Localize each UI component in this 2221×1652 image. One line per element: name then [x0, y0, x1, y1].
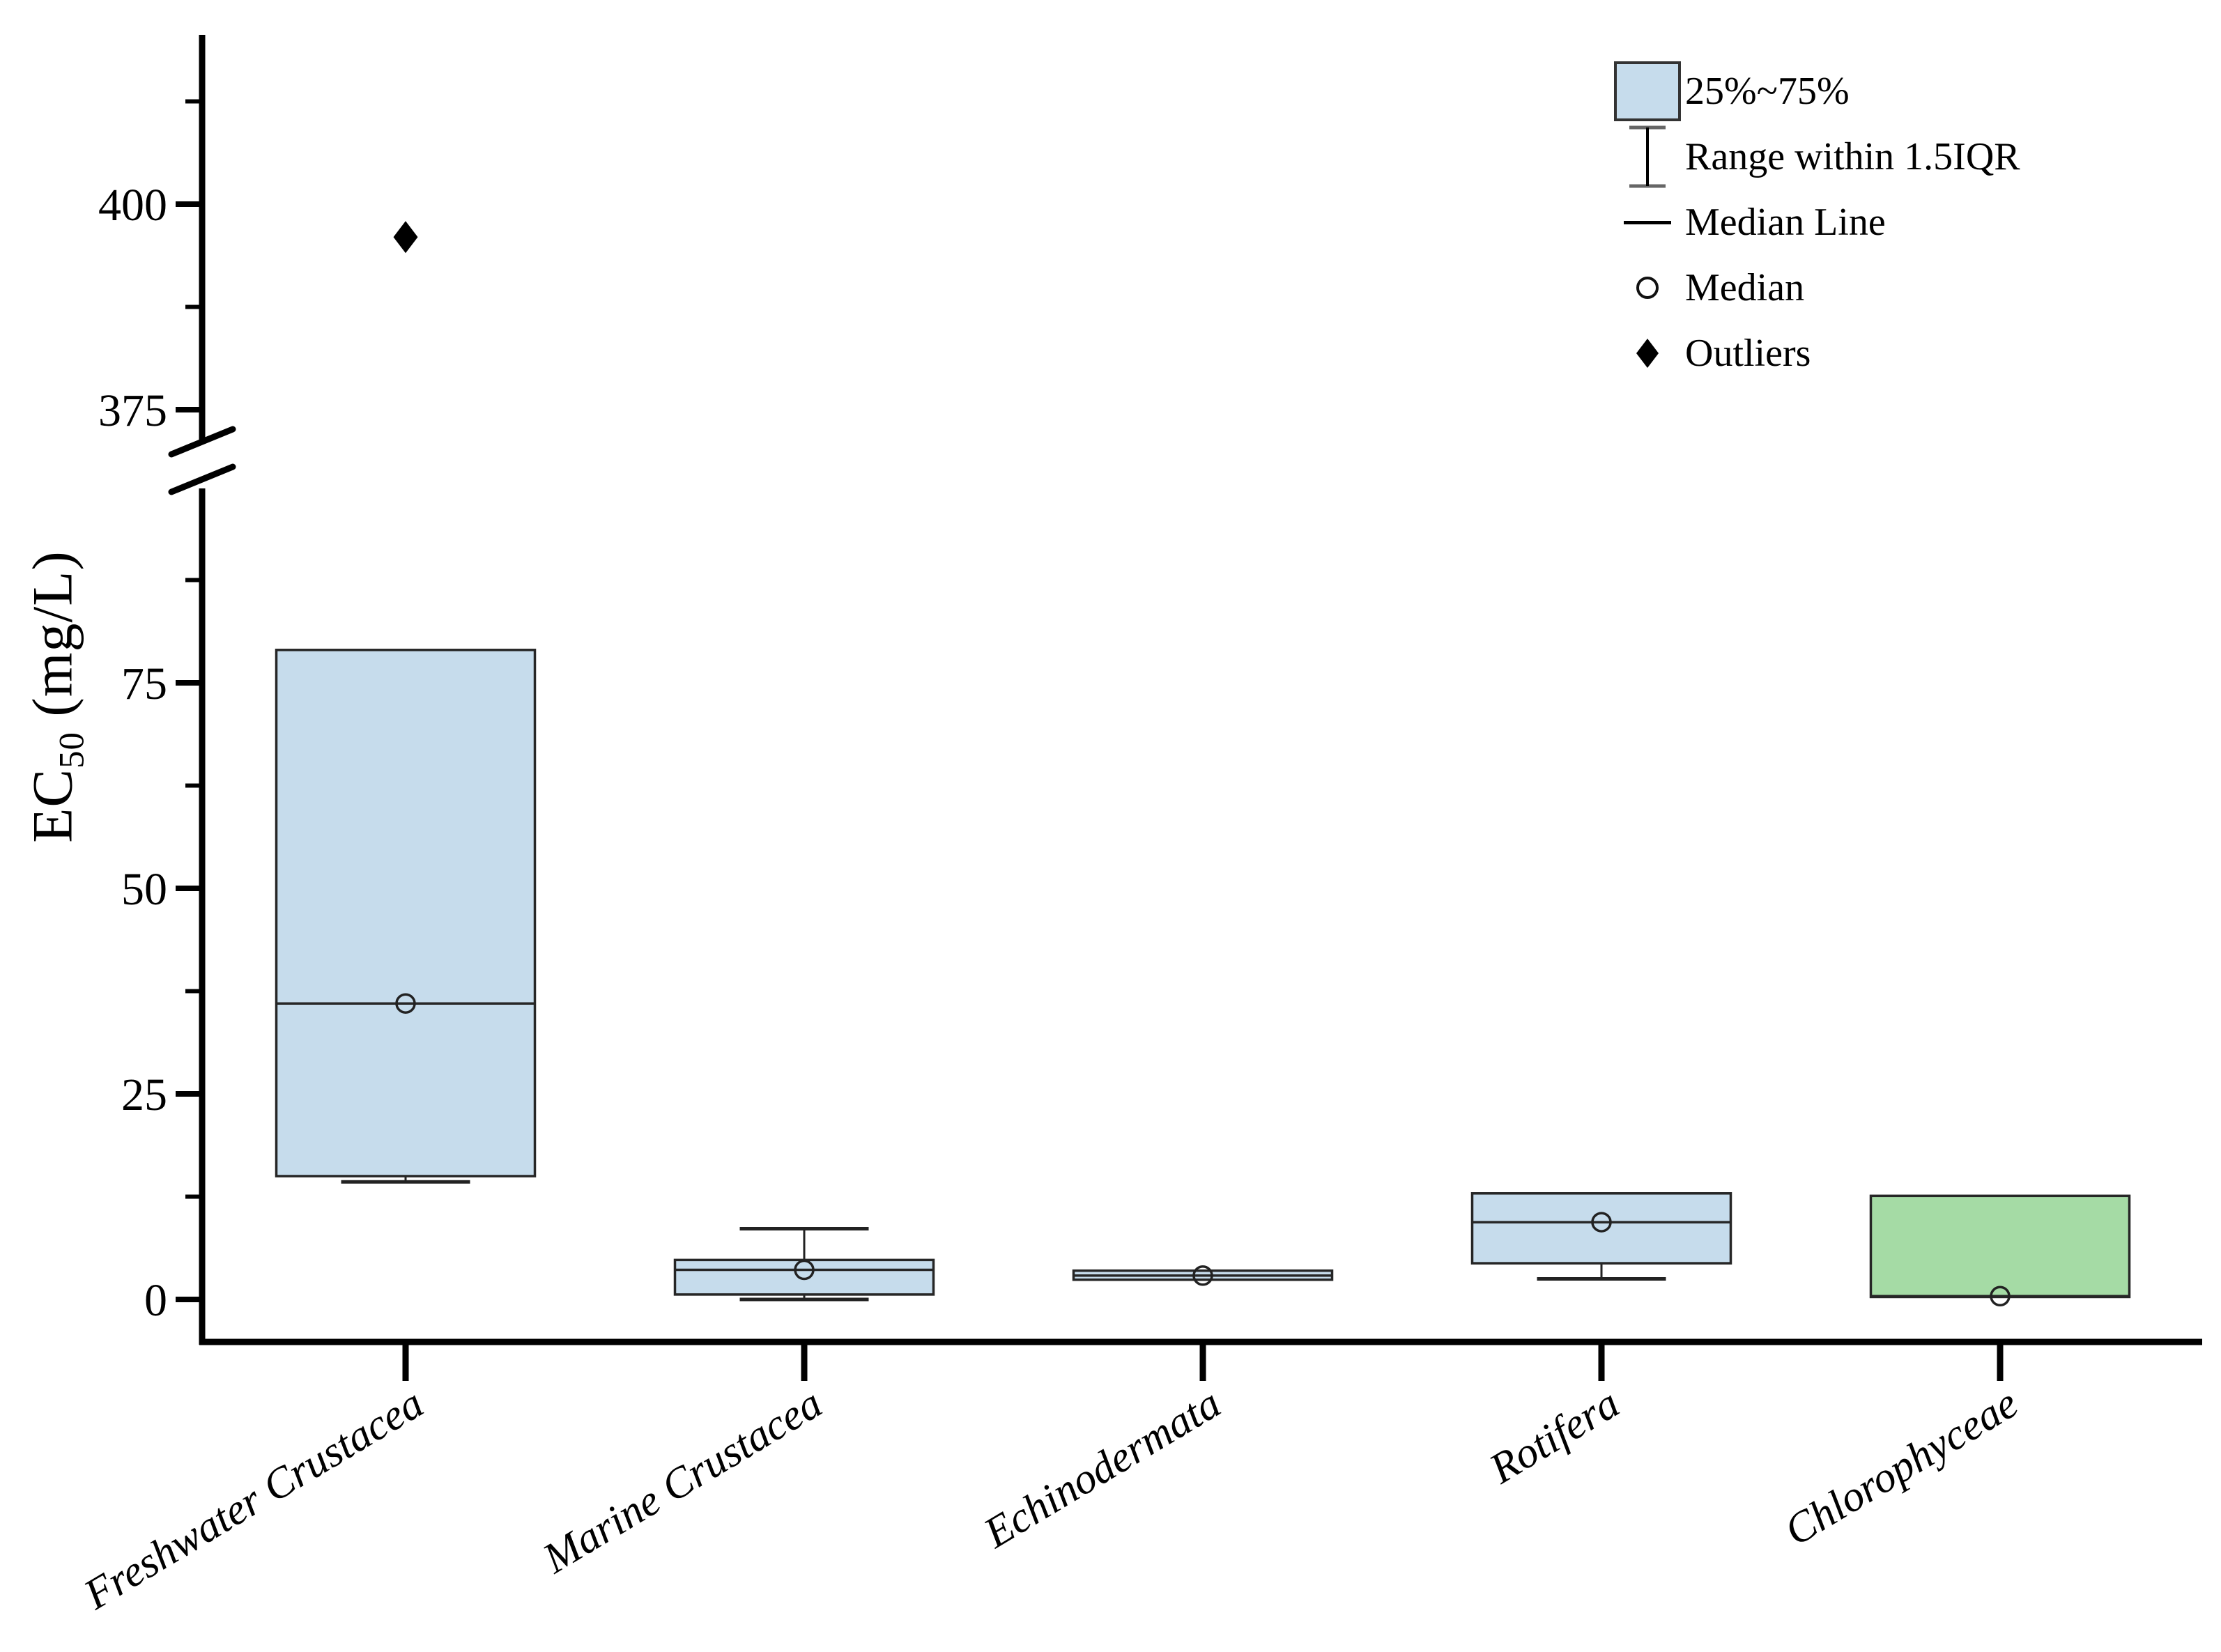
box-group-0 [275, 221, 537, 1184]
outlier-diamond-icon [1636, 339, 1659, 368]
whisker-icon [1629, 125, 1666, 188]
axis-break-slash [168, 426, 236, 458]
legend-row-outliers: Outliers [1610, 321, 2020, 386]
y-axis-title-subscript: 50 [52, 732, 91, 769]
y-tick-label: 375 [98, 385, 167, 436]
legend-row-median: Median [1610, 255, 2020, 321]
box-group-3 [1470, 1192, 1732, 1281]
median-line-icon [1624, 220, 1671, 224]
iqr-box [1869, 1194, 2131, 1299]
legend-label-outliers: Outliers [1685, 332, 1811, 375]
median-marker [794, 1259, 815, 1281]
category-label: Marine Crustacea [535, 1380, 830, 1583]
legend-row-range: Range within 1.5IQR [1610, 124, 2020, 190]
y-tick-label: 400 [98, 180, 167, 231]
iqr-box [1470, 1192, 1732, 1265]
iqr-box [275, 649, 537, 1178]
category-label: Echinodermata [976, 1380, 1229, 1558]
legend-row-median-line: Median Line [1610, 190, 2020, 255]
outlier-diamond [393, 221, 418, 254]
median-marker [1591, 1212, 1612, 1233]
iqr-box [673, 1258, 935, 1296]
axis-break-slash [168, 463, 236, 495]
median-marker [1192, 1265, 1213, 1286]
box-group-1 [673, 1227, 935, 1302]
y-tick-label: 25 [121, 1070, 167, 1120]
y-axis-title-prefix: EC [20, 768, 84, 843]
category-label: Chlorophyceae [1776, 1380, 2026, 1555]
box-swatch-icon [1614, 61, 1681, 121]
median-marker [1990, 1286, 2011, 1307]
y-tick-label: 75 [121, 658, 167, 709]
category-label: Rotifera [1481, 1380, 1627, 1493]
median-marker [395, 993, 416, 1014]
y-axis-title-suffix: (mg/L) [20, 550, 84, 732]
median-circle-icon [1636, 277, 1659, 299]
legend: 25%~75% Range within 1.5IQR Median Line … [1610, 59, 2020, 386]
box-group-2 [1072, 1265, 1334, 1286]
legend-label-median-line: Median Line [1685, 201, 1886, 244]
legend-label-iqr: 25%~75% [1685, 70, 1850, 113]
y-axis-title: EC50 (mg/L) [20, 550, 91, 842]
legend-row-iqr: 25%~75% [1610, 59, 2020, 124]
legend-label-range: Range within 1.5IQR [1685, 135, 2020, 178]
category-label: Freshwater Crustacea [76, 1380, 432, 1619]
box-group-4 [1869, 1194, 2131, 1307]
y-tick-label: 0 [144, 1275, 167, 1326]
y-tick-label: 50 [121, 864, 167, 915]
legend-label-median: Median [1685, 266, 1805, 309]
